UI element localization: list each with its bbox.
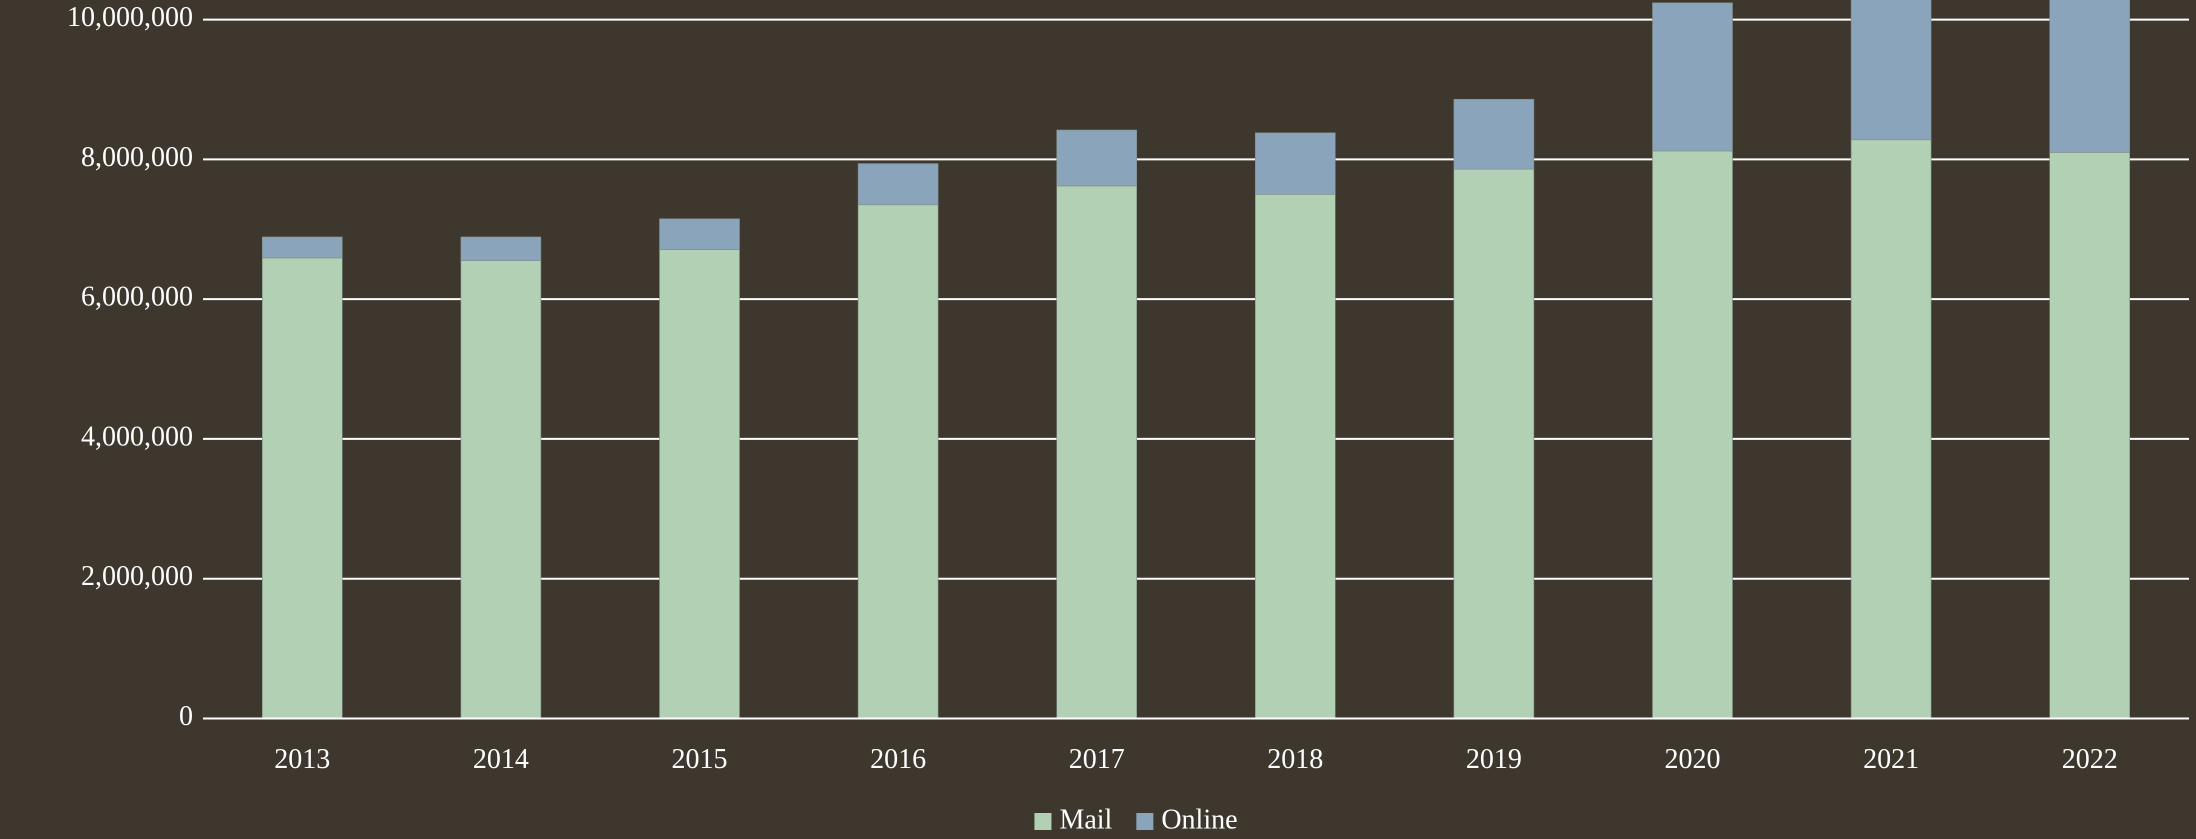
legend-swatch [1136,813,1154,830]
bar-segment [1056,129,1137,187]
x-tick-label: 2021 [1863,744,1919,775]
bar-segment [460,260,542,719]
x-tick-label: 2017 [1069,744,1125,775]
bar-segment [857,204,939,719]
x-tick-label: 2019 [1466,744,1522,775]
bar-segment [261,257,343,719]
bar-segment [1850,139,1932,719]
x-tick-label: 2014 [473,744,529,775]
x-tick-label: 2013 [274,744,330,775]
bar-segment [460,236,542,262]
x-tick-label: 2018 [1267,744,1323,775]
bar-segment [1453,98,1535,170]
bar-segment [1255,132,1336,195]
y-tick-label: 2,000,000 [81,561,193,592]
legend-label: Online [1161,804,1237,835]
legend-label: Mail [1059,804,1112,835]
bar-segment [659,249,740,719]
legend-swatch [1034,813,1052,830]
y-tick-label: 4,000,000 [81,421,193,452]
bar-segment [1850,0,1932,141]
x-tick-label: 2016 [870,744,926,775]
y-tick-label: 10,000,000 [67,2,193,33]
x-tick-label: 2015 [672,744,728,775]
bar-segment [2049,152,2130,719]
bar-segment [261,236,343,259]
bar-segment [1652,2,1733,152]
bar-segment [2049,0,2130,153]
y-tick-label: 0 [179,701,193,732]
bar-segment [1255,194,1336,719]
bar-segment [1652,150,1733,719]
y-tick-label: 8,000,000 [81,142,193,173]
bar-segment [857,163,939,206]
bar-segment [1453,168,1535,719]
x-tick-label: 2020 [1665,744,1721,775]
bar-segment [1056,185,1137,719]
x-tick-label: 2022 [2062,744,2118,775]
bar-segment [659,218,740,250]
y-tick-label: 6,000,000 [81,282,193,313]
